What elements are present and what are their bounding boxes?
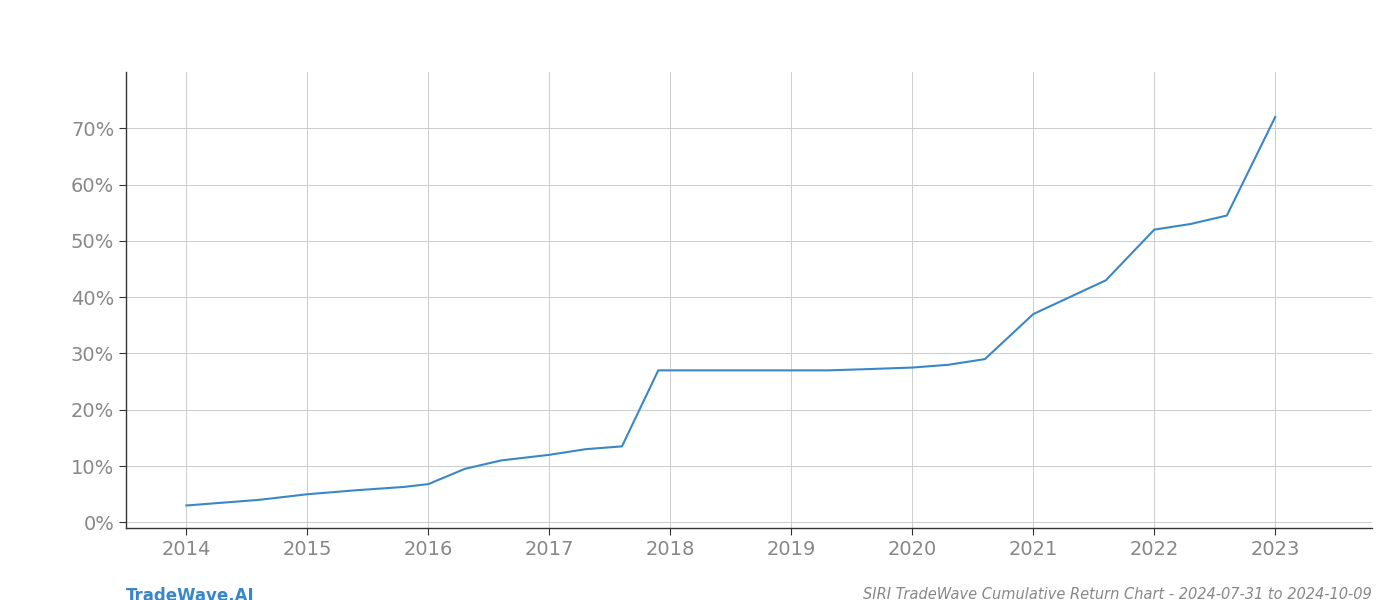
Text: TradeWave.AI: TradeWave.AI bbox=[126, 587, 255, 600]
Text: SIRI TradeWave Cumulative Return Chart - 2024-07-31 to 2024-10-09: SIRI TradeWave Cumulative Return Chart -… bbox=[864, 587, 1372, 600]
